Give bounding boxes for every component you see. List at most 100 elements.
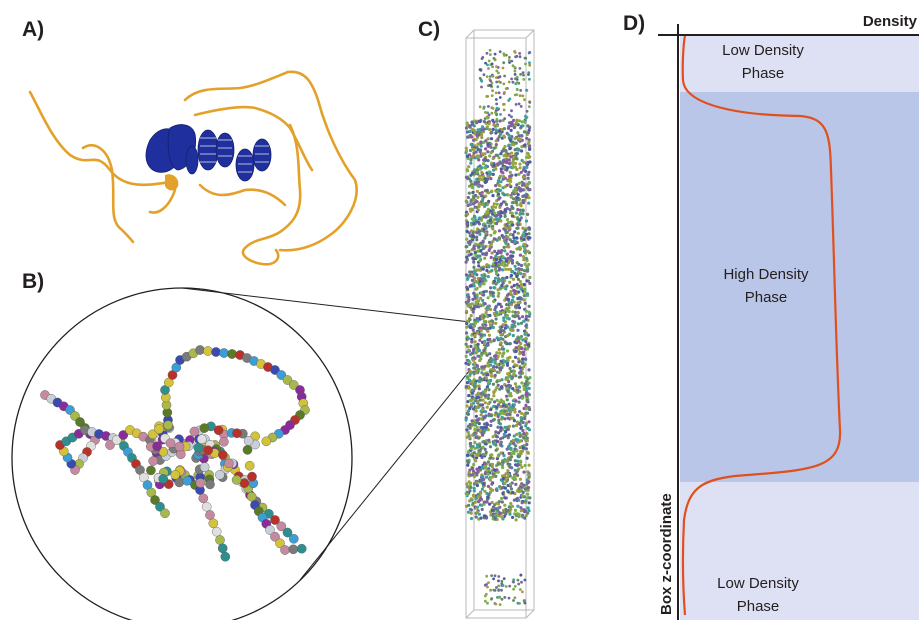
condensate-bead	[508, 482, 512, 487]
condensate-bead	[479, 194, 483, 198]
condensate-bead	[527, 232, 531, 236]
dilute-bead	[500, 597, 504, 601]
condensate-bead	[504, 341, 508, 345]
condensate-bead	[467, 480, 471, 484]
condensate-bead	[513, 93, 517, 97]
condensate-bead	[465, 381, 470, 385]
condensate-bead	[476, 180, 480, 184]
condensate-bead	[470, 391, 474, 395]
condensate-bead	[517, 262, 521, 266]
condensate-bead	[478, 403, 482, 407]
bead	[247, 471, 257, 482]
condensate-bead	[500, 211, 504, 215]
dilute-bead	[486, 601, 489, 605]
condensate-bead	[514, 103, 518, 106]
condensate-bead	[484, 310, 488, 315]
condensate-bead	[501, 404, 505, 408]
condensate-bead	[518, 375, 523, 379]
condensate-bead	[464, 385, 468, 389]
condensate-bead	[474, 321, 478, 325]
condensate-bead	[475, 200, 479, 204]
condensate-bead	[490, 482, 494, 486]
condensate-bead	[475, 420, 479, 425]
condensate-bead	[519, 73, 522, 76]
condensate-bead	[499, 440, 503, 444]
condensate-bead	[470, 380, 474, 384]
condensate-bead	[500, 260, 505, 265]
condensate-bead	[501, 329, 506, 333]
condensate-bead	[486, 159, 490, 163]
condensate-bead	[528, 101, 532, 104]
condensate-bead	[498, 351, 502, 355]
condensate-bead	[489, 53, 492, 56]
condensate-bead	[497, 197, 501, 201]
condensate-bead	[478, 465, 482, 470]
condensate-bead	[489, 255, 493, 260]
condensate-bead	[500, 496, 504, 501]
condensate-bead	[506, 416, 510, 420]
disordered-coil-regions	[28, 70, 358, 266]
condensate-bead	[477, 245, 481, 249]
condensate-bead	[491, 74, 495, 78]
condensate-bead	[510, 151, 514, 155]
condensate-bead	[484, 326, 488, 331]
condensate-bead	[506, 472, 511, 476]
condensate-bead	[470, 217, 474, 221]
condensate-bead	[482, 482, 486, 486]
bead	[193, 442, 204, 453]
condensate-bead	[525, 136, 529, 140]
condensate-bead	[475, 168, 479, 172]
bead	[275, 538, 285, 549]
dilute-bead	[497, 588, 501, 592]
condensate-bead	[470, 419, 474, 423]
condensate-bead	[524, 194, 528, 198]
condensate-bead	[477, 230, 481, 234]
condensate-bead	[473, 340, 477, 344]
condensate-bead	[474, 138, 478, 142]
alpha-helix-regions	[145, 124, 272, 182]
dilute-bead	[513, 596, 517, 600]
condensate-bead	[511, 161, 515, 166]
condensate-bead	[472, 378, 476, 382]
condensate-bead	[474, 414, 478, 418]
condensate-bead	[497, 129, 501, 133]
condensate-bead	[499, 255, 503, 259]
condensate-bead	[488, 475, 492, 480]
condensate-bead	[519, 287, 523, 291]
condensate-bead	[492, 57, 496, 60]
condensate-bead	[466, 293, 470, 297]
condensate-bead	[527, 463, 531, 467]
condensate-bead	[466, 287, 470, 291]
condensate-bead	[464, 354, 468, 358]
condensate-bead	[480, 371, 484, 375]
condensate-bead	[482, 500, 486, 504]
condensate-bead	[506, 389, 510, 393]
condensate-bead	[517, 270, 521, 274]
condensate-bead	[470, 155, 474, 160]
condensate-bead	[489, 456, 493, 460]
condensate-bead	[483, 364, 487, 368]
condensate-bead	[503, 240, 507, 244]
condensate-bead	[495, 221, 499, 226]
condensate-bead	[491, 475, 495, 479]
condensate-bead	[526, 249, 530, 253]
dilute-bead	[484, 599, 487, 603]
condensate-bead	[477, 268, 481, 272]
bead	[276, 521, 287, 532]
condensate-bead	[493, 373, 497, 377]
condensate-bead	[488, 290, 492, 294]
density-profile-curve	[681, 35, 842, 616]
bead	[282, 527, 293, 538]
condensate-bead	[520, 268, 524, 272]
condensate-bead	[517, 134, 521, 138]
condensate-bead	[513, 264, 517, 268]
condensate-bead	[466, 177, 470, 181]
condensate-bead	[515, 420, 520, 424]
condensate-bead	[502, 200, 506, 204]
condensate-bead	[491, 227, 495, 231]
condensate-bead	[494, 254, 498, 258]
condensate-bead	[484, 164, 488, 168]
condensate-bead	[480, 351, 484, 355]
condensate-bead	[469, 142, 473, 147]
condensate-bead	[469, 179, 473, 183]
